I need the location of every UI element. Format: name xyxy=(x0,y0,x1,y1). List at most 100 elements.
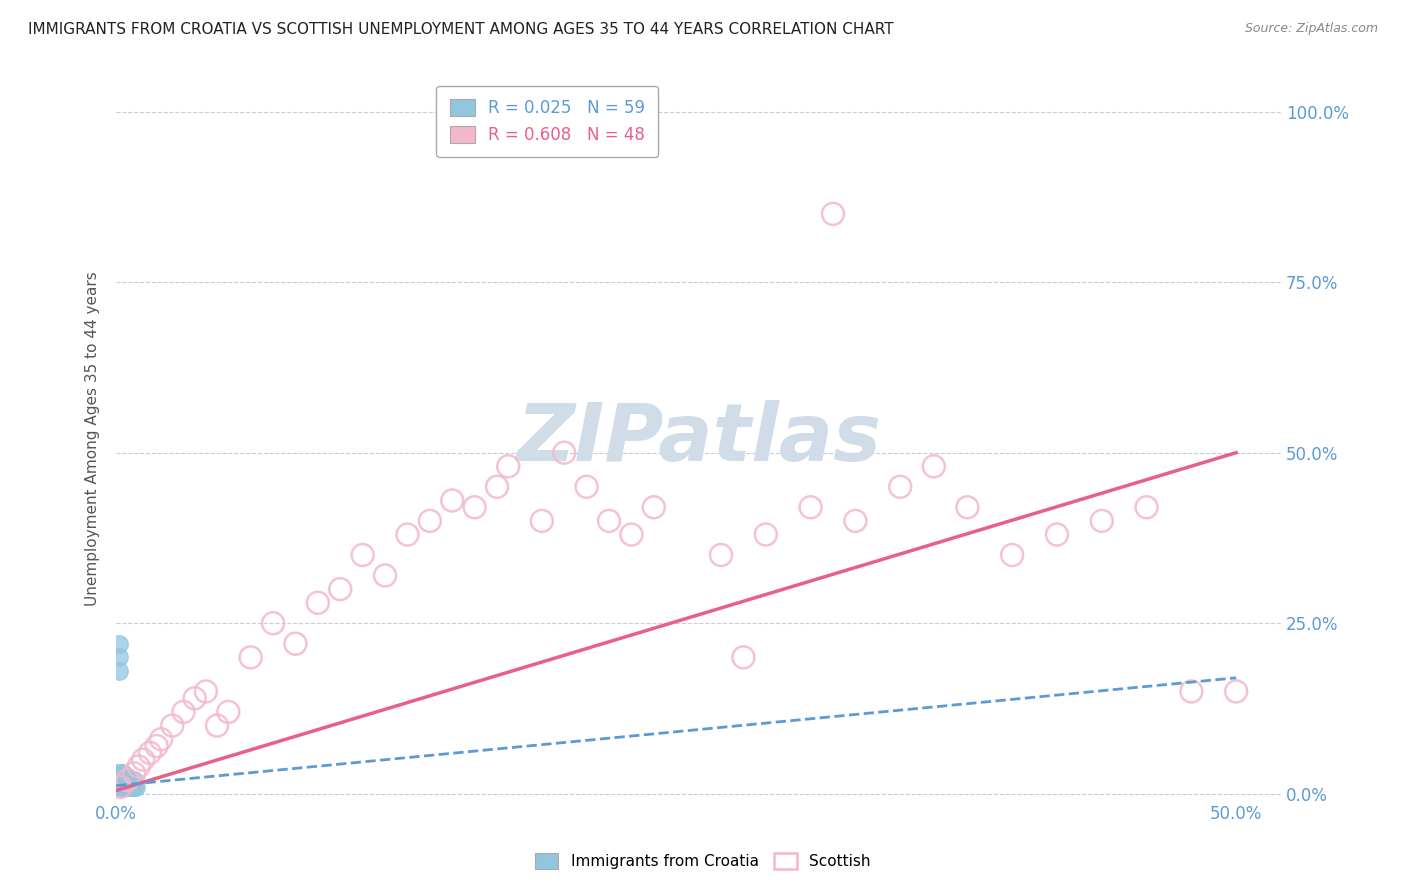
Point xyxy=(114,770,136,784)
Point xyxy=(1091,514,1114,528)
Point xyxy=(575,480,598,494)
Point xyxy=(110,773,132,788)
Point xyxy=(111,773,134,788)
Point xyxy=(145,739,167,753)
Point xyxy=(117,776,139,790)
Point xyxy=(117,773,139,788)
Point xyxy=(105,766,128,780)
Point xyxy=(111,776,134,790)
Point xyxy=(114,780,136,794)
Point xyxy=(117,773,139,788)
Point xyxy=(122,780,145,794)
Point xyxy=(121,780,143,794)
Point xyxy=(111,780,134,794)
Point xyxy=(122,773,145,788)
Point xyxy=(396,527,419,541)
Point xyxy=(117,780,139,794)
Point xyxy=(107,776,129,790)
Point xyxy=(111,776,134,790)
Point xyxy=(117,776,139,790)
Point xyxy=(114,780,136,794)
Point xyxy=(217,705,239,719)
Point xyxy=(352,548,374,562)
Point xyxy=(114,780,136,794)
Point xyxy=(107,650,129,665)
Point xyxy=(486,480,509,494)
Point xyxy=(329,582,352,596)
Point xyxy=(1180,684,1202,698)
Point xyxy=(800,500,823,515)
Point xyxy=(110,773,132,788)
Point xyxy=(733,650,755,665)
Point xyxy=(419,514,441,528)
Point xyxy=(1225,684,1247,698)
Point xyxy=(114,776,136,790)
Point xyxy=(107,637,129,651)
Point xyxy=(114,770,136,784)
Point xyxy=(111,770,134,784)
Point xyxy=(107,773,129,788)
Point xyxy=(118,780,141,794)
Point xyxy=(107,664,129,678)
Point xyxy=(710,548,733,562)
Point xyxy=(307,596,329,610)
Point xyxy=(620,527,643,541)
Point xyxy=(598,514,620,528)
Point xyxy=(1046,527,1069,541)
Y-axis label: Unemployment Among Ages 35 to 44 years: Unemployment Among Ages 35 to 44 years xyxy=(86,272,100,607)
Point xyxy=(114,773,136,788)
Point xyxy=(464,500,486,515)
Point xyxy=(107,770,129,784)
Point xyxy=(114,780,136,794)
Point xyxy=(205,718,228,732)
Point xyxy=(553,445,575,459)
Point xyxy=(111,776,134,790)
Point xyxy=(111,780,134,794)
Point xyxy=(139,746,162,760)
Point xyxy=(755,527,778,541)
Point xyxy=(441,493,464,508)
Point xyxy=(111,776,134,790)
Point xyxy=(107,770,129,784)
Point xyxy=(132,753,155,767)
Point xyxy=(111,780,134,794)
Point xyxy=(110,780,132,794)
Point xyxy=(239,650,262,665)
Point xyxy=(122,766,145,780)
Point xyxy=(374,568,396,582)
Point xyxy=(110,773,132,788)
Point xyxy=(110,773,132,788)
Point xyxy=(110,773,132,788)
Point xyxy=(262,616,284,631)
Point xyxy=(643,500,665,515)
Point xyxy=(110,780,132,794)
Legend: R = 0.025   N = 59, R = 0.608   N = 48: R = 0.025 N = 59, R = 0.608 N = 48 xyxy=(436,86,658,157)
Point xyxy=(183,691,205,706)
Point xyxy=(284,637,307,651)
Legend: Immigrants from Croatia, Scottish: Immigrants from Croatia, Scottish xyxy=(530,847,876,875)
Point xyxy=(194,684,217,698)
Point xyxy=(110,766,132,780)
Point xyxy=(114,773,136,788)
Text: IMMIGRANTS FROM CROATIA VS SCOTTISH UNEMPLOYMENT AMONG AGES 35 TO 44 YEARS CORRE: IMMIGRANTS FROM CROATIA VS SCOTTISH UNEM… xyxy=(28,22,894,37)
Point xyxy=(956,500,979,515)
Point xyxy=(114,780,136,794)
Point xyxy=(110,776,132,790)
Point xyxy=(110,770,132,784)
Point xyxy=(110,776,132,790)
Point xyxy=(844,514,866,528)
Point xyxy=(121,776,143,790)
Point xyxy=(530,514,553,528)
Point xyxy=(821,207,844,221)
Point xyxy=(1001,548,1024,562)
Point xyxy=(111,770,134,784)
Text: Source: ZipAtlas.com: Source: ZipAtlas.com xyxy=(1244,22,1378,36)
Point xyxy=(105,780,128,794)
Point xyxy=(118,773,141,788)
Point xyxy=(128,759,150,773)
Point xyxy=(110,780,132,794)
Point xyxy=(889,480,911,494)
Point xyxy=(111,773,134,788)
Point xyxy=(117,773,139,788)
Point xyxy=(114,776,136,790)
